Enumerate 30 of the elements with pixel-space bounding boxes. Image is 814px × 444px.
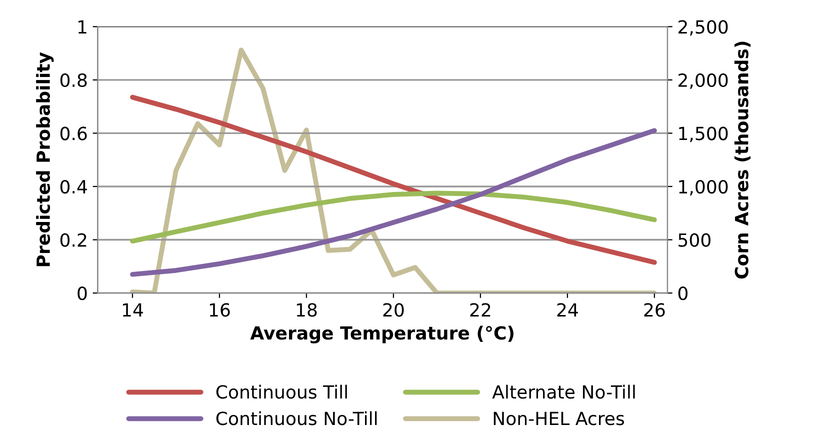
y2-tick-label: 1,500 <box>679 126 728 142</box>
legend-label: Continuous Till <box>216 384 347 399</box>
legend-label: Continuous No-Till <box>216 411 377 426</box>
y2-tick-label: 2,000 <box>678 73 728 89</box>
y-tick-label: 0.2 <box>60 233 86 247</box>
x-tick-label: 26 <box>644 303 665 317</box>
y-tick-label: 0 <box>78 286 87 300</box>
y2-tick-label: 2,500 <box>678 20 728 36</box>
y2-tick-label: 0 <box>678 286 688 300</box>
x-tick-label: 20 <box>383 303 404 317</box>
legend-label: Alternate No-Till <box>492 384 635 399</box>
line-series <box>130 48 657 294</box>
line-series <box>130 94 657 265</box>
y2-tick-label: 500 <box>678 233 710 247</box>
line-series <box>130 128 657 277</box>
y-axis-title: Predicted Probability <box>36 52 54 266</box>
y-tick-label: 0.4 <box>60 180 87 194</box>
x-tick-label: 22 <box>470 303 490 316</box>
y-tick-label: 1 <box>78 20 86 34</box>
y2-axis-title: Corn Acres (thousands) <box>734 42 751 279</box>
x-axis-title: Average Temperature (°C) <box>250 326 514 344</box>
x-tick-label: 18 <box>296 303 317 317</box>
x-tick-label: 24 <box>557 303 578 316</box>
y-tick-label: 0.6 <box>60 126 87 140</box>
x-tick-label: 16 <box>210 303 230 317</box>
line-series <box>130 190 657 244</box>
x-tick-label: 14 <box>122 303 143 316</box>
legend-label: Non-HEL Acres <box>494 412 624 426</box>
y2-tick-label: 1,000 <box>679 180 728 196</box>
y-tick-label: 0.8 <box>60 73 87 88</box>
